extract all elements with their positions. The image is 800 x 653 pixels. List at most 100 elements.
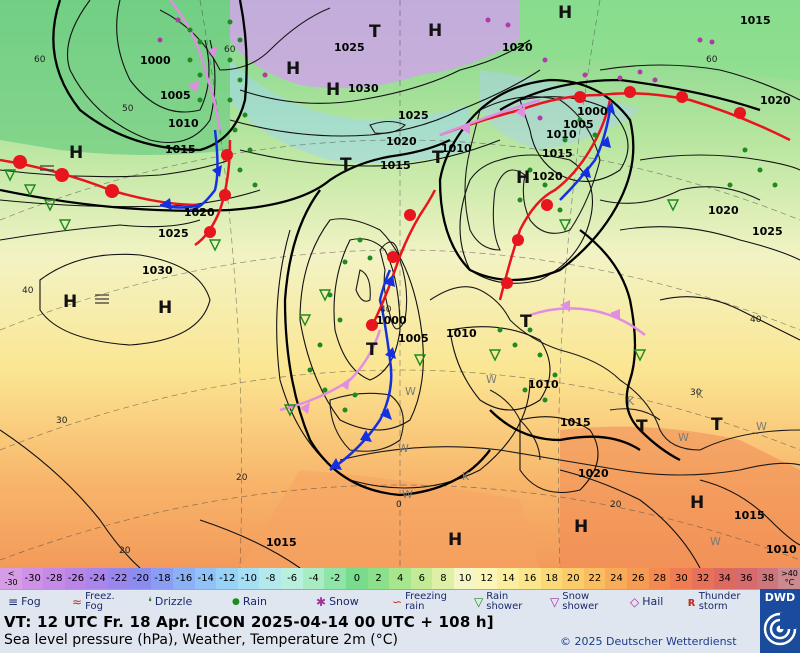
- scale-cell: >40 °C: [778, 568, 800, 590]
- isobar-label: 1010: [168, 117, 199, 130]
- weather-letter: W: [678, 431, 689, 444]
- freezing-fog-icon: ≈: [72, 594, 83, 609]
- high-center: H: [690, 493, 704, 513]
- cold-area-greenland: [230, 0, 520, 89]
- scale-cell: 4: [389, 568, 412, 589]
- cool-area-north-atlantic: [230, 60, 470, 164]
- scale-cell: -8: [259, 568, 282, 589]
- thunder-letter: K: [696, 388, 704, 401]
- legend-label: Freezing rain: [405, 590, 447, 612]
- scale-cell: -18: [151, 568, 174, 589]
- isobar-label: 1030: [348, 82, 379, 95]
- warm-area-middle-east: [560, 426, 800, 568]
- snow-shower-icon: ▽: [550, 594, 560, 609]
- weather-letter: W: [486, 373, 497, 386]
- shower-symbols: [3, 169, 680, 417]
- isobar-label: 1030: [142, 264, 173, 277]
- cold-front-iceland: [189, 129, 219, 212]
- isotherm-label: 50: [122, 104, 134, 114]
- legend-drizzle: ❛ Drizzle: [148, 590, 192, 613]
- isobar-label: 1010: [766, 543, 797, 556]
- warm-front-central: [498, 99, 612, 301]
- isobar-label: 1000: [376, 314, 407, 327]
- scale-cell: 8: [432, 568, 455, 589]
- scale-cell: 28: [648, 568, 671, 589]
- pressure-labels: 1000 1005 1010 1015 1020 1025 1030 1025 …: [140, 14, 797, 556]
- precipitation-symbols: [187, 19, 778, 413]
- high-center: H: [326, 80, 340, 100]
- scale-cell: 24: [605, 568, 628, 589]
- scale-cell: 30: [670, 568, 693, 589]
- scale-cell: -16: [172, 568, 196, 589]
- scale-cell: -20: [129, 568, 152, 589]
- occlusion-greenland: [169, 0, 222, 131]
- legend-label: Fog: [21, 595, 41, 608]
- isobar-label: 1020: [708, 204, 739, 217]
- isotherm-label: 40: [750, 315, 762, 325]
- low-center: T: [432, 148, 444, 168]
- weather-legend: ≡ Fog ≈ Freez. Fog ❛ Drizzle ● Rain ✱ Sn…: [0, 589, 760, 613]
- isobar-label: 1015: [560, 416, 591, 429]
- cool-area-west: [0, 0, 230, 155]
- scale-cell: 38: [756, 568, 779, 589]
- scale-cell: -28: [43, 568, 66, 589]
- isobar-label: 1020: [760, 94, 791, 107]
- legend-thunderstorm: ʀ Thunder storm: [688, 590, 740, 613]
- scale-cell: 6: [410, 568, 433, 589]
- low-center: T: [636, 417, 648, 437]
- scale-cell: 26: [627, 568, 650, 589]
- legend-label: Rain: [242, 595, 268, 608]
- legend-label: Drizzle: [154, 595, 193, 608]
- legend-rain-shower: ▽ Rain shower: [474, 590, 522, 613]
- weather-letter: W: [402, 488, 413, 501]
- legend-hail: ◇ Hail: [630, 590, 663, 613]
- high-center: H: [448, 530, 462, 550]
- occlusion-scandinavia: [439, 98, 541, 137]
- warm-front-scandinavia: [439, 92, 791, 142]
- snow-icon: ✱: [316, 594, 327, 609]
- isotherm-label: 0: [396, 500, 402, 510]
- isobar-label: 1015: [380, 159, 411, 172]
- isotherm-label: 20: [610, 500, 622, 510]
- graticule: [0, 0, 800, 568]
- scale-cell: 10: [454, 568, 477, 589]
- legend-label: Freez. Fog: [85, 590, 115, 612]
- isobar-label: 1020: [386, 135, 417, 148]
- legend-rain: ● Rain: [232, 590, 267, 613]
- warm-area-africa: [240, 470, 540, 568]
- high-center: H: [63, 292, 77, 312]
- isobar-label: 1025: [398, 109, 429, 122]
- cold-front-central: [559, 109, 612, 201]
- high-center: H: [558, 3, 572, 23]
- low-center: T: [520, 312, 532, 332]
- isobar-label: 1000: [140, 54, 171, 67]
- occlusion-central: [529, 307, 646, 336]
- scale-cell: -24: [86, 568, 109, 589]
- weather-letters: W W W W W W W K K K: [398, 373, 767, 548]
- scale-cell: 16: [518, 568, 542, 589]
- parameter-description: Sea level pressure (hPa), Weather, Tempe…: [4, 632, 398, 648]
- warm-front-iceland: [194, 139, 232, 247]
- isobar-label: 1010: [546, 128, 577, 141]
- cool-area-arctic: [520, 0, 800, 80]
- isobar-label: 1005: [398, 332, 429, 345]
- scale-cell: 32: [691, 568, 714, 589]
- legend-label: Hail: [642, 595, 664, 608]
- isobar-label: 1015: [542, 147, 573, 160]
- isotherm-label: 20: [119, 546, 131, 556]
- legend-label: Rain shower: [486, 590, 523, 612]
- thunderstorm-icon: ʀ: [688, 594, 696, 609]
- isobar-label: 1025: [334, 41, 365, 54]
- weather-letter: W: [756, 420, 767, 433]
- scale-cell: 36: [735, 568, 758, 589]
- isobar-label: 1015: [266, 536, 297, 549]
- front-symbols: [13, 46, 746, 470]
- low-center: T: [366, 340, 378, 360]
- isobar-label: 1020: [502, 41, 533, 54]
- rain-icon: ●: [232, 596, 240, 607]
- high-center: H: [574, 517, 588, 537]
- scale-cell: -30: [21, 568, 44, 589]
- freezing-rain-icon: ∽: [392, 594, 403, 609]
- warm-front-uk: [368, 189, 437, 331]
- isotherm-label: 30: [690, 388, 702, 398]
